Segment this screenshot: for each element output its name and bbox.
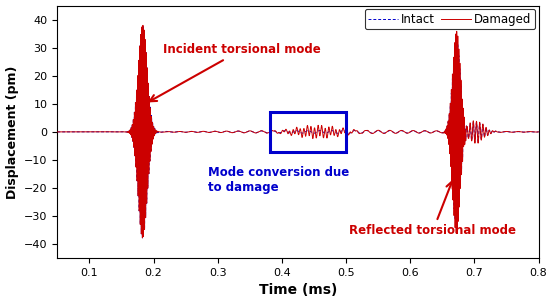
Intact bbox=[361, 129, 368, 133]
Y-axis label: Displacement (pm): Displacement (pm) bbox=[6, 65, 19, 198]
Text: Mode conversion due
to damage: Mode conversion due to damage bbox=[208, 165, 349, 194]
Damaged bbox=[139, 24, 146, 27]
Intact bbox=[54, 130, 61, 134]
Intact bbox=[535, 130, 542, 134]
Intact bbox=[139, 24, 146, 27]
Bar bbox=[270, 112, 346, 152]
Intact bbox=[270, 129, 277, 133]
Damaged bbox=[529, 130, 535, 134]
Damaged bbox=[270, 129, 277, 133]
Intact bbox=[472, 133, 479, 136]
Damaged bbox=[535, 130, 542, 134]
Intact bbox=[534, 130, 541, 134]
Damaged bbox=[139, 236, 146, 240]
Line: Intact: Intact bbox=[58, 25, 539, 238]
Damaged bbox=[486, 129, 492, 132]
Damaged bbox=[534, 130, 541, 134]
Intact bbox=[486, 129, 492, 132]
Damaged bbox=[361, 129, 368, 133]
Legend: Intact, Damaged: Intact, Damaged bbox=[364, 9, 535, 29]
Text: Incident torsional mode: Incident torsional mode bbox=[150, 43, 321, 101]
Intact bbox=[139, 236, 146, 240]
Damaged bbox=[54, 130, 61, 134]
Damaged bbox=[472, 133, 479, 137]
Intact bbox=[529, 130, 535, 134]
Text: Reflected torsional mode: Reflected torsional mode bbox=[349, 181, 517, 238]
X-axis label: Time (ms): Time (ms) bbox=[259, 283, 337, 298]
Line: Damaged: Damaged bbox=[58, 25, 539, 238]
